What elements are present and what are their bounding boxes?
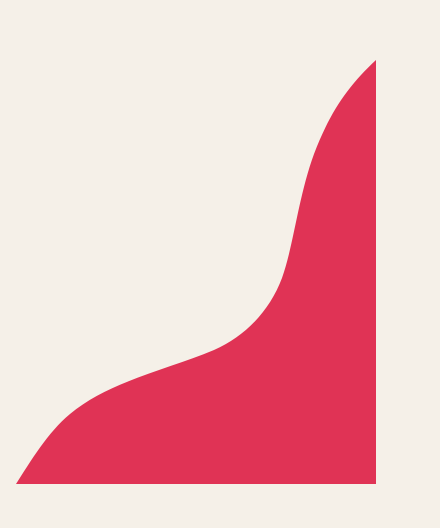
abstract-curve-shape — [16, 60, 376, 484]
